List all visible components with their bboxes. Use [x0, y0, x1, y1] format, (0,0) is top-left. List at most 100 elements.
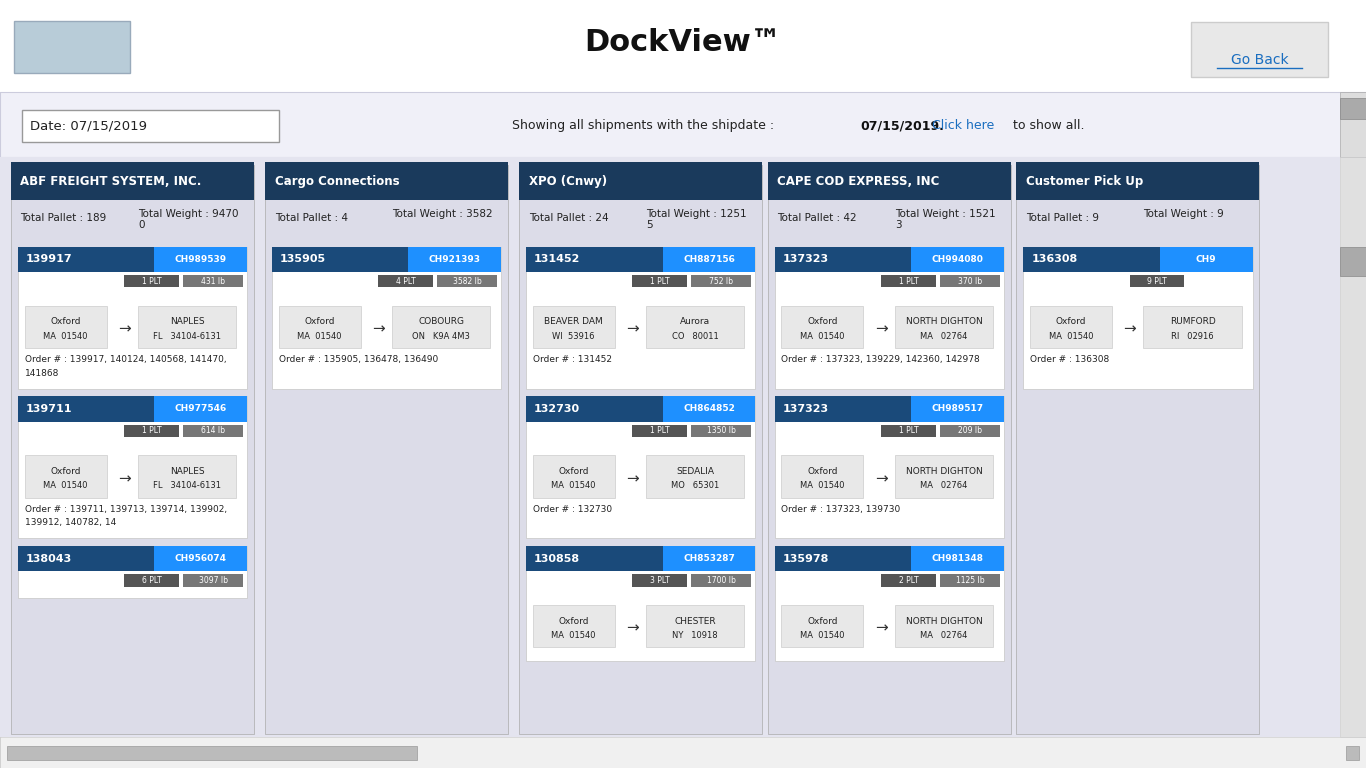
Bar — [14, 21, 130, 73]
Text: MA  01540: MA 01540 — [298, 332, 342, 340]
Bar — [775, 396, 1004, 538]
Bar — [265, 165, 508, 734]
Text: CH921393: CH921393 — [429, 255, 481, 263]
Text: 131452: 131452 — [534, 254, 581, 264]
Bar — [18, 247, 247, 389]
Text: Total Pallet : 189: Total Pallet : 189 — [20, 213, 107, 223]
Text: Cargo Connections: Cargo Connections — [275, 175, 399, 187]
Bar — [0, 737, 1366, 768]
Bar — [768, 162, 1011, 200]
Text: ON   K9A 4M3: ON K9A 4M3 — [413, 332, 470, 340]
Text: WI  53916: WI 53916 — [552, 332, 596, 340]
Bar — [25, 306, 107, 348]
Text: MA  01540: MA 01540 — [44, 482, 87, 490]
Text: →: → — [117, 321, 131, 336]
Bar — [392, 306, 490, 348]
Text: 3582 lb: 3582 lb — [452, 276, 482, 286]
Text: Order # : 136308: Order # : 136308 — [1030, 355, 1109, 364]
Bar — [632, 425, 687, 437]
Text: Oxford: Oxford — [51, 467, 81, 476]
Text: to show all.: to show all. — [1009, 120, 1085, 132]
Text: MA  01540: MA 01540 — [800, 631, 844, 640]
Bar — [154, 396, 247, 422]
Text: Total Pallet : 4: Total Pallet : 4 — [275, 213, 347, 223]
Bar — [183, 425, 243, 437]
Text: FL   34104-6131: FL 34104-6131 — [153, 482, 221, 490]
Text: Total Weight : 9470: Total Weight : 9470 — [138, 209, 239, 220]
Text: CH981348: CH981348 — [932, 554, 984, 563]
Text: CH887156: CH887156 — [683, 255, 735, 263]
Text: Total Weight : 9: Total Weight : 9 — [1143, 209, 1224, 220]
Text: Total Weight : 1251: Total Weight : 1251 — [646, 209, 747, 220]
Text: 141868: 141868 — [25, 369, 59, 378]
Text: RUMFORD: RUMFORD — [1169, 317, 1216, 326]
Bar — [1340, 247, 1366, 276]
Bar — [646, 605, 744, 647]
Bar — [775, 396, 1004, 422]
Bar — [881, 425, 936, 437]
Text: Oxford: Oxford — [559, 467, 589, 476]
Bar — [0, 92, 1366, 157]
Text: 1 PLT: 1 PLT — [650, 276, 669, 286]
Bar — [632, 275, 687, 287]
Bar — [533, 306, 615, 348]
Text: 2 PLT: 2 PLT — [899, 576, 918, 585]
Text: Total Pallet : 42: Total Pallet : 42 — [777, 213, 856, 223]
Text: 3 PLT: 3 PLT — [650, 576, 669, 585]
Text: Total Weight : 1521: Total Weight : 1521 — [895, 209, 996, 220]
Text: MA  01540: MA 01540 — [800, 332, 844, 340]
Bar — [138, 306, 236, 348]
Bar — [646, 455, 744, 498]
Text: CAPE COD EXPRESS, INC: CAPE COD EXPRESS, INC — [777, 175, 940, 187]
Text: →: → — [117, 471, 131, 486]
Text: 130858: 130858 — [534, 554, 581, 564]
Text: MA  01540: MA 01540 — [552, 631, 596, 640]
Bar — [519, 165, 762, 734]
Text: MA   02764: MA 02764 — [921, 332, 967, 340]
Bar — [1340, 98, 1366, 119]
Bar — [1160, 247, 1253, 272]
Text: 614 lb: 614 lb — [201, 426, 225, 435]
Text: 1 PLT: 1 PLT — [650, 426, 669, 435]
Text: Order # : 132730: Order # : 132730 — [533, 505, 612, 514]
Text: Go Back: Go Back — [1231, 53, 1288, 67]
Text: CHESTER: CHESTER — [675, 617, 716, 626]
Bar — [272, 247, 501, 272]
Bar — [1016, 165, 1259, 734]
Bar — [1030, 306, 1112, 348]
Text: COBOURG: COBOURG — [418, 317, 464, 326]
Bar — [408, 247, 501, 272]
Bar — [0, 157, 1340, 737]
Text: 1125 lb: 1125 lb — [956, 576, 984, 585]
Text: CO   80011: CO 80011 — [672, 332, 719, 340]
Text: Date: 07/15/2019: Date: 07/15/2019 — [30, 120, 148, 132]
Text: BEAVER DAM: BEAVER DAM — [544, 317, 604, 326]
Text: MA  01540: MA 01540 — [1049, 332, 1093, 340]
Bar — [781, 455, 863, 498]
Bar — [378, 275, 433, 287]
Bar — [663, 546, 755, 571]
Bar — [895, 306, 993, 348]
Bar — [691, 425, 751, 437]
Bar — [775, 546, 1004, 661]
Text: 6 PLT: 6 PLT — [142, 576, 161, 585]
Bar — [183, 275, 243, 287]
Text: 139917: 139917 — [26, 254, 72, 264]
Text: Total Pallet : 9: Total Pallet : 9 — [1026, 213, 1098, 223]
Bar — [1340, 92, 1366, 157]
Bar — [1143, 306, 1242, 348]
Bar — [775, 546, 1004, 571]
Text: Customer Pick Up: Customer Pick Up — [1026, 175, 1143, 187]
Text: Total Pallet : 24: Total Pallet : 24 — [529, 213, 608, 223]
Bar — [911, 247, 1004, 272]
Bar — [911, 546, 1004, 571]
Bar — [22, 110, 279, 142]
Bar — [138, 455, 236, 498]
Bar — [1023, 247, 1253, 272]
Text: 752 lb: 752 lb — [709, 276, 734, 286]
Text: Oxford: Oxford — [807, 617, 837, 626]
Bar — [940, 425, 1000, 437]
Text: DockView™: DockView™ — [585, 28, 781, 57]
Bar — [526, 546, 755, 571]
Bar — [881, 574, 936, 587]
